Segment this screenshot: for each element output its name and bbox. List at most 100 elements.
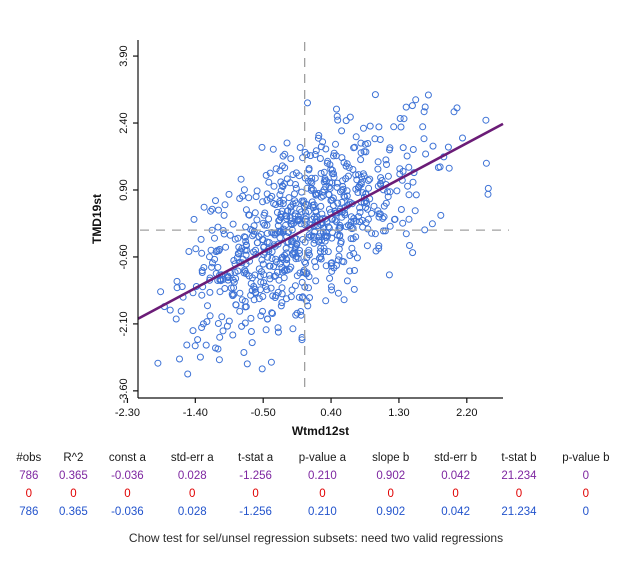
scatter-point — [196, 353, 204, 361]
scatter-point — [278, 207, 286, 215]
scatter-point — [240, 233, 248, 241]
scatter-point — [327, 165, 335, 173]
scatter-point — [364, 177, 372, 184]
scatter-point — [268, 309, 276, 317]
scatter-point — [296, 144, 304, 151]
stats-cell: 0.028 — [177, 506, 207, 518]
scatter-point — [282, 255, 290, 263]
scatter-point — [424, 91, 432, 99]
scatter-point — [405, 215, 413, 223]
scatter-point — [374, 158, 382, 166]
scatter-point — [358, 216, 366, 224]
scatter-point — [281, 150, 289, 158]
scatter-point — [253, 187, 261, 195]
scatter-point — [333, 112, 341, 120]
scatter-point — [213, 247, 221, 255]
scatter-point — [311, 236, 319, 244]
scatter-point — [215, 356, 223, 364]
scatter-point — [305, 246, 313, 254]
scatter-point — [338, 198, 346, 206]
scatter-point — [359, 170, 367, 178]
scatter-point — [282, 244, 290, 252]
scatter-point — [399, 144, 407, 152]
scatter-point — [421, 226, 429, 234]
stats-cell: 0.042 — [441, 470, 470, 482]
scatter-point — [409, 178, 417, 186]
scatter-point — [353, 254, 361, 262]
scatter-point — [266, 271, 273, 279]
scatter-point — [283, 175, 291, 183]
scatter-point — [354, 184, 362, 192]
scatter-point — [363, 199, 371, 207]
scatter-point — [312, 277, 320, 285]
scatter-point — [241, 297, 249, 305]
scatter-point — [207, 207, 215, 215]
scatter-point — [459, 134, 466, 142]
scatter-point — [250, 227, 258, 235]
scatter-point — [199, 320, 207, 328]
scatter-point — [405, 163, 413, 171]
scatter-point — [348, 244, 356, 252]
scatter-point — [240, 186, 248, 194]
scatter-point — [340, 192, 348, 200]
scatter-point — [311, 151, 319, 158]
scatter-point — [346, 113, 354, 121]
scatter-point — [261, 221, 269, 229]
scatter-point — [376, 210, 384, 218]
scatter-point — [405, 191, 413, 199]
scatter-point — [222, 243, 230, 251]
scatter-point — [318, 236, 326, 244]
scatter-point — [266, 169, 274, 177]
scatter-point — [437, 211, 445, 219]
scatter-point — [251, 285, 259, 293]
scatter-point — [288, 286, 296, 294]
scatter-point — [322, 228, 330, 236]
scatter-point — [283, 207, 291, 215]
y-tick-label: 2.40 — [118, 112, 130, 133]
scatter-point — [293, 241, 301, 249]
chow-test-caption: Chow test for sel/unsel regression subse… — [128, 531, 504, 545]
scatter-point — [309, 186, 317, 194]
scatter-point — [429, 142, 437, 150]
scatter-point — [305, 249, 312, 257]
scatter-point — [272, 165, 280, 173]
scatter-point — [386, 146, 393, 154]
scatter-point — [409, 249, 417, 257]
y-tick-label: 3.90 — [118, 45, 130, 66]
scatter-point — [214, 263, 222, 271]
scatter-point — [189, 327, 197, 335]
scatter-point — [211, 234, 218, 242]
scatter-point — [215, 206, 222, 214]
scatter-point — [200, 203, 208, 211]
scatter-point — [229, 220, 237, 228]
scatter-point — [197, 235, 205, 243]
scatter-point — [274, 324, 282, 332]
scatter-point — [240, 349, 248, 356]
scatter-point — [225, 190, 233, 198]
scatter-point — [263, 196, 271, 204]
scatter-point — [330, 152, 337, 160]
scatter-point — [335, 252, 343, 260]
stats-cell: 0 — [124, 488, 131, 500]
scatter-point — [202, 341, 210, 349]
scatter-point — [234, 234, 242, 242]
stats-cell: -0.036 — [111, 470, 144, 482]
stats-header-cell: std-err a — [170, 452, 214, 464]
scatter-point — [269, 145, 277, 153]
stats-cell: 0 — [582, 506, 590, 518]
stats-cell: 0.902 — [376, 506, 406, 518]
scatter-point — [365, 184, 373, 192]
scatter-point — [399, 219, 407, 227]
scatter-point — [327, 283, 335, 291]
scatter-point — [304, 99, 311, 107]
scatter-point — [248, 339, 256, 347]
scatter-point — [226, 231, 234, 239]
scatter-point — [328, 267, 336, 275]
scatter-point — [408, 102, 416, 110]
scatter-point — [212, 197, 219, 205]
scatter-point — [320, 168, 328, 176]
scatter-point — [386, 222, 394, 230]
scatter-point — [339, 185, 347, 193]
scatter-point — [291, 282, 299, 290]
